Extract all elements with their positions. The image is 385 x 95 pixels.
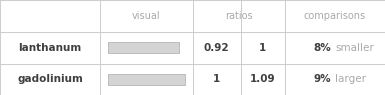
Text: gadolinium: gadolinium xyxy=(17,74,83,84)
Text: 1: 1 xyxy=(259,43,266,53)
Text: smaller: smaller xyxy=(335,43,374,53)
Text: lanthanum: lanthanum xyxy=(18,43,82,53)
Text: 1.09: 1.09 xyxy=(250,74,276,84)
Text: 0.92: 0.92 xyxy=(204,43,229,53)
Bar xyxy=(108,42,179,53)
Text: comparisons: comparisons xyxy=(304,11,366,21)
Text: ratios: ratios xyxy=(225,11,253,21)
Text: 8%: 8% xyxy=(313,43,331,53)
Text: 9%: 9% xyxy=(313,74,331,84)
Text: larger: larger xyxy=(335,74,366,84)
Text: visual: visual xyxy=(132,11,161,21)
Bar xyxy=(108,74,185,85)
Text: 1: 1 xyxy=(213,74,220,84)
